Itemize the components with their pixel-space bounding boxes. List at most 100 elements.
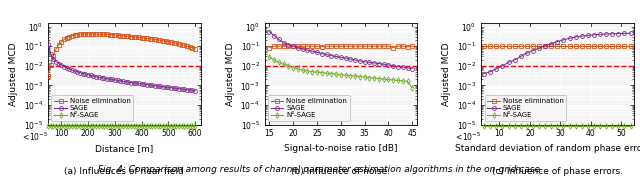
Noise elimination xyxy=(486,45,494,47)
Noise elimination xyxy=(621,45,628,47)
N²-SAGE xyxy=(266,56,273,58)
Line: N²-SAGE: N²-SAGE xyxy=(482,125,632,129)
Noise elimination xyxy=(294,45,301,47)
N²-SAGE xyxy=(572,125,579,128)
N²-SAGE xyxy=(356,76,364,78)
Line: N²-SAGE: N²-SAGE xyxy=(268,55,414,90)
Noise elimination xyxy=(285,45,292,47)
N²-SAGE xyxy=(140,125,148,128)
SAGE xyxy=(299,48,307,50)
Line: SAGE: SAGE xyxy=(268,30,414,70)
Noise elimination xyxy=(602,45,610,47)
SAGE xyxy=(44,43,52,45)
N²-SAGE xyxy=(346,75,354,77)
N²-SAGE xyxy=(627,125,634,128)
Noise elimination xyxy=(299,45,307,47)
Noise elimination xyxy=(511,45,518,47)
Noise elimination xyxy=(394,45,402,47)
Noise elimination xyxy=(303,45,311,47)
SAGE xyxy=(135,82,143,85)
Y-axis label: Adjusted MCD: Adjusted MCD xyxy=(442,42,451,106)
N²-SAGE xyxy=(408,87,416,89)
N²-SAGE xyxy=(535,125,543,128)
Noise elimination xyxy=(523,45,531,47)
N²-SAGE xyxy=(554,125,561,128)
SAGE xyxy=(337,56,344,58)
Noise elimination xyxy=(100,33,108,35)
Noise elimination xyxy=(609,45,616,47)
Line: Noise elimination: Noise elimination xyxy=(46,32,197,78)
Noise elimination xyxy=(143,37,151,40)
SAGE xyxy=(371,62,378,64)
Noise elimination xyxy=(328,45,335,47)
Noise elimination xyxy=(266,46,273,49)
N²-SAGE xyxy=(98,125,106,128)
Noise elimination xyxy=(356,45,364,47)
N²-SAGE xyxy=(303,70,311,72)
SAGE xyxy=(140,83,148,85)
Noise elimination xyxy=(541,45,549,47)
SAGE xyxy=(609,33,616,35)
SAGE xyxy=(266,31,273,33)
N²-SAGE xyxy=(404,80,412,82)
SAGE xyxy=(578,35,586,37)
Noise elimination xyxy=(596,45,604,47)
SAGE xyxy=(375,62,383,65)
SAGE xyxy=(566,37,573,39)
SAGE xyxy=(289,45,297,47)
Title: (a) Influences of near field: (a) Influences of near field xyxy=(64,167,184,176)
N²-SAGE xyxy=(375,78,383,80)
Noise elimination xyxy=(289,45,297,47)
Noise elimination xyxy=(408,45,416,47)
N²-SAGE xyxy=(566,125,573,128)
Noise elimination xyxy=(138,37,145,39)
Text: $<\!10^{-5}$: $<\!10^{-5}$ xyxy=(20,131,48,143)
N²-SAGE xyxy=(486,125,494,128)
SAGE xyxy=(486,71,494,73)
Noise elimination xyxy=(505,45,513,47)
Noise elimination xyxy=(346,45,354,47)
N²-SAGE xyxy=(602,125,610,128)
SAGE xyxy=(535,47,543,49)
SAGE xyxy=(554,41,561,43)
SAGE xyxy=(529,49,537,52)
N²-SAGE xyxy=(351,75,359,77)
Noise elimination xyxy=(554,45,561,47)
N²-SAGE xyxy=(191,125,199,128)
N²-SAGE xyxy=(480,125,488,128)
SAGE xyxy=(303,49,311,51)
N²-SAGE xyxy=(399,80,406,82)
N²-SAGE xyxy=(529,125,537,128)
SAGE xyxy=(547,43,555,45)
SAGE xyxy=(323,53,330,56)
N²-SAGE xyxy=(547,125,555,128)
Noise elimination xyxy=(493,45,500,47)
Noise elimination xyxy=(517,45,525,47)
SAGE xyxy=(590,34,598,36)
Title: (b) Influence of noise.: (b) Influence of noise. xyxy=(291,167,390,176)
SAGE xyxy=(541,45,549,47)
Noise elimination xyxy=(529,45,537,47)
SAGE xyxy=(328,55,335,57)
N²-SAGE xyxy=(289,67,297,69)
Line: SAGE: SAGE xyxy=(482,31,632,75)
Noise elimination xyxy=(590,45,598,47)
Title: (c) Influence of phase errors.: (c) Influence of phase errors. xyxy=(492,167,623,176)
SAGE xyxy=(285,44,292,46)
Noise elimination xyxy=(559,45,567,47)
SAGE xyxy=(294,46,301,49)
Line: Noise elimination: Noise elimination xyxy=(268,44,414,49)
SAGE xyxy=(523,52,531,54)
SAGE xyxy=(584,34,592,36)
Line: N²-SAGE: N²-SAGE xyxy=(46,125,197,129)
Noise elimination xyxy=(351,45,359,47)
SAGE xyxy=(270,35,278,37)
N²-SAGE xyxy=(523,125,531,128)
Text: Fig. 4: Comparison among results of channel parameter estimation algorithms in t: Fig. 4: Comparison among results of chan… xyxy=(97,165,543,174)
Noise elimination xyxy=(47,64,54,66)
SAGE xyxy=(517,55,525,57)
Noise elimination xyxy=(535,45,543,47)
SAGE xyxy=(157,85,164,88)
Noise elimination xyxy=(547,45,555,47)
Noise elimination xyxy=(627,45,634,47)
